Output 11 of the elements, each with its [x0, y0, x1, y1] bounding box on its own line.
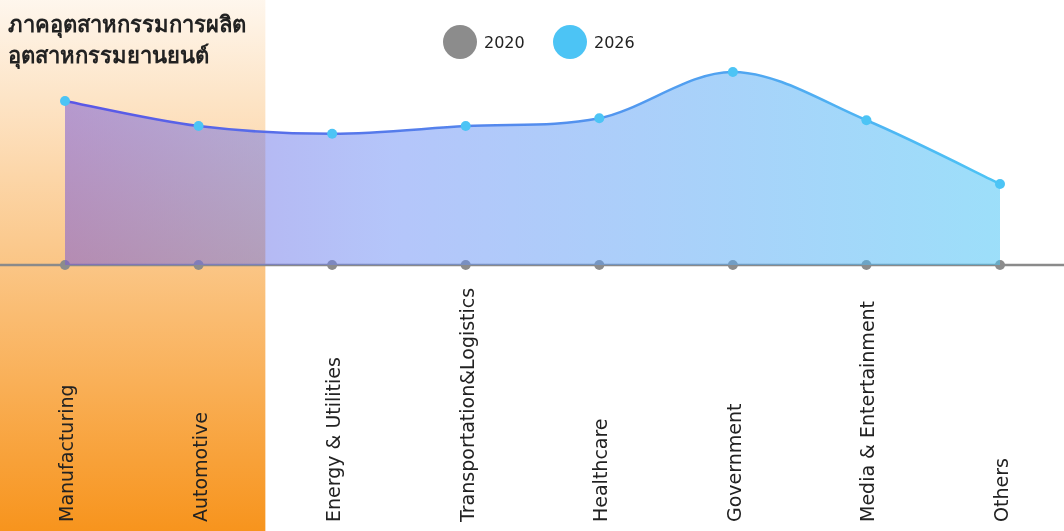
point: [594, 113, 605, 124]
legend-label: 2026: [594, 33, 635, 52]
point: [193, 121, 204, 132]
legend-label: 2020: [484, 33, 525, 52]
point: [460, 121, 471, 132]
point: [327, 128, 338, 139]
point: [727, 67, 738, 77]
point: [995, 178, 1005, 189]
point: [60, 95, 70, 106]
point: [861, 115, 872, 126]
band-label: ภาคอุตสาหกรรมการผลิต อุตสาหกรรมยานยนต์: [8, 12, 246, 68]
